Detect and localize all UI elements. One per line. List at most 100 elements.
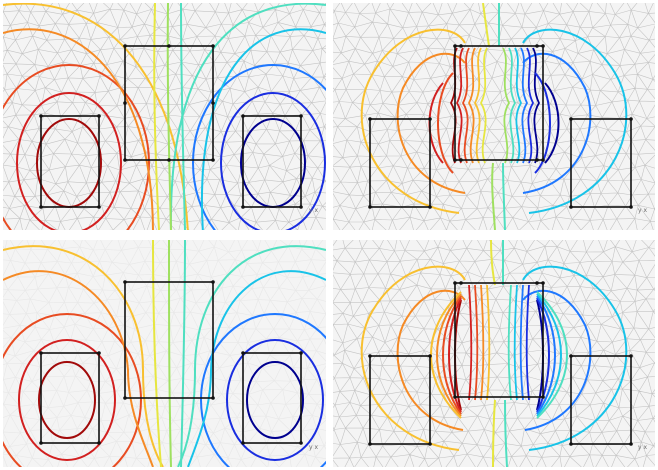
contour-line	[468, 47, 476, 164]
geometry-vertex	[569, 442, 573, 446]
contour-line	[486, 284, 491, 401]
contour-line	[3, 28, 154, 230]
contour-line	[502, 162, 506, 230]
panel-top-right-svg	[333, 3, 655, 230]
contour-line	[513, 284, 518, 401]
axis-indicator: y x	[638, 444, 648, 451]
panel-top-right: y x	[333, 3, 655, 230]
geometry-vertex	[123, 101, 127, 105]
right-coil-outline	[242, 352, 302, 444]
contour-line	[508, 47, 516, 164]
left-coil-outline	[40, 352, 100, 444]
mesh-grid	[3, 3, 326, 230]
contour-line	[3, 313, 142, 467]
geometry-vertex	[167, 158, 171, 162]
contour-line	[360, 265, 466, 451]
contour-lines	[3, 3, 326, 230]
contour-line	[502, 47, 510, 164]
contour-line	[474, 47, 482, 164]
geometry-vertex	[629, 117, 633, 121]
geometry-vertex	[459, 158, 463, 162]
geometry-vertex	[211, 396, 215, 400]
geometry-vertex	[535, 281, 539, 285]
geometry-vertex	[541, 44, 545, 48]
geometry-vertex	[241, 114, 245, 118]
geometry-vertex	[368, 117, 372, 121]
geometry-vertex	[368, 205, 372, 209]
geometry-vertex	[123, 396, 127, 400]
geometry-vertex	[629, 205, 633, 209]
geometry-vertex	[123, 280, 127, 284]
contour-line	[153, 3, 160, 230]
contour-line	[507, 284, 512, 401]
mesh-edges	[333, 3, 655, 230]
geometry-outline	[39, 44, 303, 209]
contour-line	[192, 64, 326, 230]
panel-bottom-right: y x	[333, 240, 655, 467]
geometry-vertex	[535, 158, 539, 162]
contour-line	[437, 72, 454, 174]
center-core-outline	[454, 45, 544, 161]
contour-lines	[3, 240, 326, 467]
geometry-vertex	[569, 205, 573, 209]
left-coil-outline	[369, 118, 431, 208]
geometry-vertex	[241, 441, 245, 445]
geometry-vertex	[167, 44, 171, 48]
contour-line	[226, 339, 324, 461]
contour-line	[18, 339, 116, 461]
geometry-vertex	[453, 281, 457, 285]
contour-lines	[360, 3, 628, 230]
left-coil-outline	[369, 355, 431, 445]
geometry-vertex	[97, 205, 101, 209]
contour-line	[246, 361, 304, 439]
geometry-vertex	[211, 101, 215, 105]
contour-line	[532, 47, 540, 164]
contour-line	[536, 293, 562, 417]
contour-line	[187, 270, 326, 467]
geometry-vertex	[541, 158, 545, 162]
contour-line	[436, 293, 462, 417]
contour-line	[152, 240, 162, 467]
panel-bottom-left: y x	[3, 240, 326, 467]
geometry-outline	[368, 281, 633, 446]
geometry-vertex	[428, 354, 432, 358]
center-core-outline	[124, 281, 214, 399]
geometry-vertex	[459, 281, 463, 285]
geometry-vertex	[368, 354, 372, 358]
geometry-vertex	[428, 117, 432, 121]
geometry-vertex	[299, 351, 303, 355]
contour-line	[200, 28, 326, 230]
geometry-vertex	[299, 114, 303, 118]
geometry-vertex	[541, 281, 545, 285]
contour-line	[396, 52, 466, 194]
contour-line	[38, 361, 96, 439]
right-coil-outline	[570, 118, 632, 208]
panel-bottom-right-svg	[333, 240, 655, 467]
geometry-vertex	[629, 354, 633, 358]
contour-line	[480, 284, 485, 401]
contour-line	[536, 295, 556, 415]
contour-line	[200, 313, 326, 467]
contour-line	[480, 47, 488, 164]
geometry-vertex	[299, 205, 303, 209]
contour-line	[3, 245, 164, 467]
geometry-vertex	[123, 158, 127, 162]
geometry-vertex	[39, 205, 43, 209]
geometry-vertex	[569, 117, 573, 121]
geometry-vertex	[241, 205, 245, 209]
mesh-grid	[333, 240, 655, 467]
axis-indicator: y x	[309, 444, 319, 451]
geometry-vertex	[123, 44, 127, 48]
geometry-vertex	[428, 205, 432, 209]
contour-line	[522, 52, 592, 194]
contour-line	[526, 47, 534, 164]
geometry-vertex	[629, 442, 633, 446]
contour-line	[3, 270, 154, 467]
geometry-vertex	[541, 395, 545, 399]
panel-bottom-left-svg	[3, 240, 326, 467]
left-coil-outline	[40, 115, 100, 208]
geometry-vertex	[97, 351, 101, 355]
geometry-vertex	[39, 114, 43, 118]
contour-line	[490, 240, 496, 286]
mesh-edges	[333, 240, 655, 467]
